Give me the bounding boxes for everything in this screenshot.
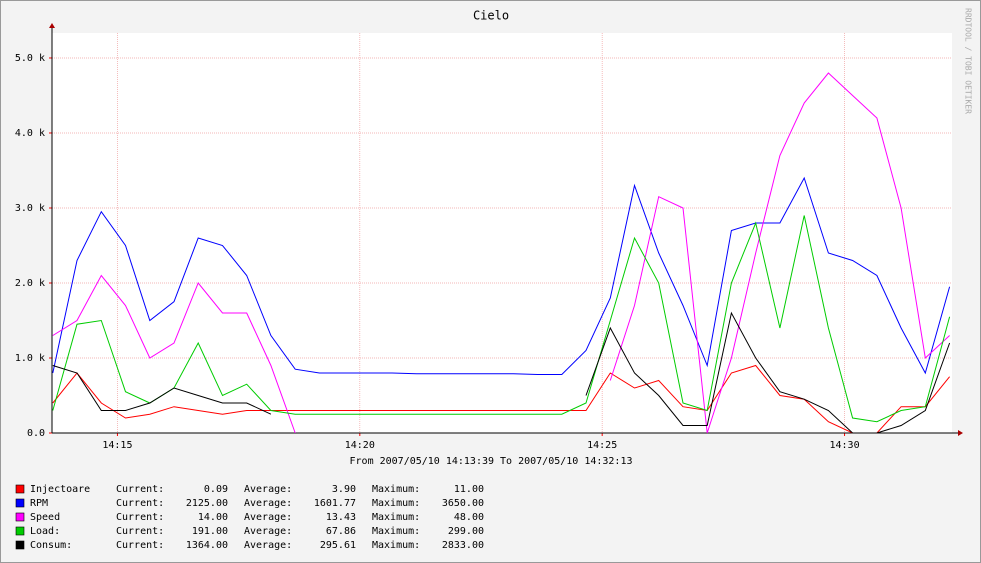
legend-stat-label: Maximum:: [372, 526, 420, 537]
legend-label: Speed: [30, 512, 60, 523]
x-axis-arrow: [958, 430, 963, 436]
series-line: [52, 72, 950, 434]
legend-stat-label: Average:: [244, 540, 292, 551]
legend-swatch: [15, 526, 25, 536]
legend-label: Consum:: [30, 540, 72, 551]
y-tick-label: 0.0: [27, 428, 45, 439]
y-tick-label: 2.0 k: [15, 278, 45, 289]
legend-stat-label: Current:: [116, 526, 164, 537]
legend-label: Load:: [30, 526, 60, 537]
footer: From 2007/05/10 14:13:39 To 2007/05/10 1…: [350, 456, 633, 467]
legend-stat-label: Current:: [116, 498, 164, 509]
series-line: [52, 364, 950, 434]
legend-stat-label: Maximum:: [372, 484, 420, 495]
legend-stat-value: 13.43: [326, 512, 356, 523]
legend-label: RPM: [30, 498, 48, 509]
legend-stat-value: 295.61: [320, 540, 356, 551]
legend-stat-label: Average:: [244, 512, 292, 523]
series-line: [52, 311, 951, 434]
legend-stat-value: 48.00: [454, 512, 484, 523]
legend-stat-label: Average:: [244, 484, 292, 495]
plot-area: [52, 33, 952, 433]
side-text: RRDTOOL / TOBI OETIKER: [964, 8, 973, 114]
legend-stat-value: 2833.00: [442, 540, 484, 551]
legend-swatch: [15, 498, 25, 508]
series-line: [52, 176, 951, 375]
legend-stat-value: 0.09: [204, 484, 228, 495]
y-axis-arrow: [49, 23, 55, 28]
legend-stat-label: Average:: [244, 498, 292, 509]
legend-stat-label: Maximum:: [372, 512, 420, 523]
legend-stat-label: Current:: [116, 512, 164, 523]
legend-stat-value: 2125.00: [186, 498, 228, 509]
x-tick-label: 14:30: [829, 440, 859, 451]
y-tick-label: 3.0 k: [15, 203, 45, 214]
legend-stat-label: Average:: [244, 526, 292, 537]
legend-stat-value: 14.00: [198, 512, 228, 523]
legend-stat-value: 1364.00: [186, 540, 228, 551]
legend-stat-value: 191.00: [192, 526, 228, 537]
legend-label: Injectoare: [30, 484, 90, 495]
y-tick-label: 1.0 k: [15, 353, 45, 364]
chart-title: Cielo: [473, 9, 509, 23]
legend-swatch: [15, 540, 25, 550]
legend-swatch: [15, 512, 25, 522]
legend-stat-value: 3.90: [332, 484, 356, 495]
legend-swatch: [15, 484, 25, 494]
y-tick-label: 5.0 k: [15, 53, 45, 64]
legend-stat-value: 299.00: [448, 526, 484, 537]
legend-stat-value: 11.00: [454, 484, 484, 495]
legend-stat-value: 3650.00: [442, 498, 484, 509]
legend-stat-label: Maximum:: [372, 540, 420, 551]
legend-stat-label: Maximum:: [372, 498, 420, 509]
legend-stat-value: 1601.77: [314, 498, 356, 509]
x-tick-label: 14:15: [102, 440, 132, 451]
legend-stat-value: 67.86: [326, 526, 356, 537]
y-tick-label: 4.0 k: [15, 128, 45, 139]
x-tick-label: 14:25: [587, 440, 617, 451]
x-tick-label: 14:20: [345, 440, 375, 451]
series-line: [52, 215, 951, 423]
legend-stat-label: Current:: [116, 540, 164, 551]
legend-stat-label: Current:: [116, 484, 164, 495]
